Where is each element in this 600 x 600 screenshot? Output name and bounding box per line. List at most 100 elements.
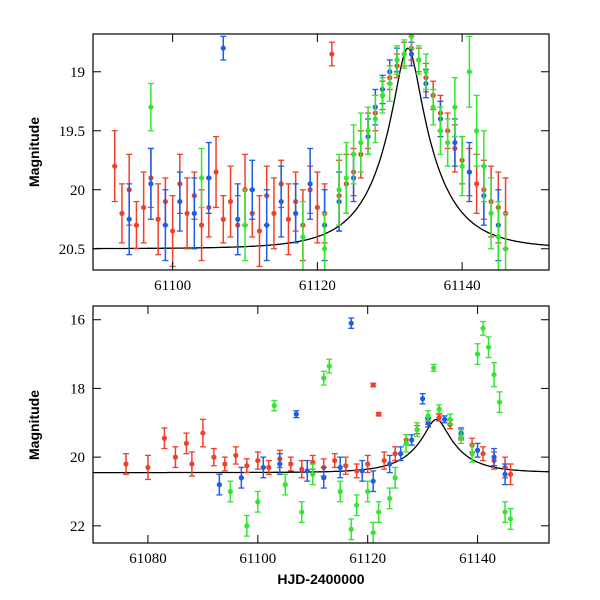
top-ytick-label: 19.5: [59, 124, 85, 140]
top-data-point: [198, 175, 205, 181]
bottom-panel: 61080 61100 61120 61140 16 18 20 22 Magnitude H…: [26, 305, 550, 587]
top-data-point: [126, 216, 132, 222]
top-data-point: [329, 51, 335, 57]
top-data-point: [416, 57, 422, 63]
top-data-point: [155, 216, 161, 222]
top-series-green: [147, 34, 509, 270]
bottom-data-point: [370, 478, 376, 484]
top-data-point: [481, 163, 487, 169]
top-ytick-label: 20.5: [59, 242, 85, 258]
top-ytick-label: 20: [70, 183, 85, 199]
top-data-point: [278, 198, 284, 205]
top-xtick-label: 61120: [299, 278, 336, 294]
top-data-point: [452, 104, 458, 110]
bottom-series-green: [227, 320, 514, 543]
bottom-data-point: [222, 461, 228, 467]
top-data-point: [322, 246, 328, 252]
top-data-point: [242, 222, 248, 228]
bottom-data-point: [293, 411, 299, 417]
top-data-point: [502, 246, 509, 252]
bottom-data-point: [337, 488, 343, 495]
top-data-point: [372, 116, 378, 122]
top-xtick-label: 61100: [154, 278, 191, 294]
bottom-data-point: [474, 447, 481, 453]
bottom-data-point: [310, 471, 316, 477]
bottom-data-point: [211, 454, 217, 460]
bottom-data-point: [507, 516, 514, 522]
top-data-point: [474, 181, 480, 187]
top-data-point: [474, 128, 480, 134]
bottom-data-point: [354, 502, 360, 508]
bottom-ylabel: Magnitude: [26, 390, 42, 460]
bottom-data-point: [485, 344, 492, 350]
bottom-data-point: [123, 461, 129, 467]
bottom-data-point: [502, 509, 508, 515]
top-data-point: [133, 222, 140, 228]
bottom-data-point: [348, 320, 354, 326]
bottom-data-point: [244, 463, 250, 469]
bottom-data-point: [431, 365, 437, 371]
top-data-point: [162, 222, 168, 228]
bottom-data-point: [321, 375, 327, 381]
top-data-point: [112, 163, 118, 169]
top-data-point: [249, 187, 255, 193]
bottom-data-point: [398, 451, 404, 457]
top-data-point: [256, 228, 263, 234]
bottom-data-point: [332, 457, 338, 464]
top-data-point: [408, 51, 415, 57]
top-data-point: [314, 204, 320, 211]
bottom-data-point: [299, 509, 305, 515]
bottom-data-point: [403, 440, 409, 446]
bottom-plot-frame: [92, 305, 550, 544]
bottom-data-point: [491, 454, 497, 460]
bottom-data-point: [183, 440, 189, 446]
top-data-point: [307, 181, 313, 187]
bottom-series-blue: [216, 317, 509, 496]
top-data-point: [408, 34, 415, 39]
bottom-data-point: [266, 464, 272, 471]
bottom-data-point: [376, 509, 382, 515]
bottom-data-point: [227, 488, 233, 495]
bottom-data-point: [189, 461, 195, 467]
bottom-data-point: [491, 372, 497, 378]
top-data-point: [466, 69, 472, 75]
bottom-data-point: [277, 461, 283, 467]
top-data-point: [235, 216, 241, 222]
bottom-data-point: [304, 468, 310, 474]
bottom-ytick-label: 20: [70, 450, 85, 466]
bottom-data-point: [436, 415, 442, 421]
top-data-point: [148, 104, 154, 110]
bottom-data-point: [376, 411, 382, 417]
bottom-ytick-label: 18: [70, 381, 85, 397]
bottom-data-point: [458, 433, 464, 440]
top-data-point: [220, 216, 226, 222]
bottom-data-point: [480, 451, 486, 457]
bottom-data-point: [502, 471, 508, 477]
top-data-point: [170, 228, 176, 234]
bottom-xtick-label: 61080: [129, 551, 167, 567]
bottom-data-point: [172, 454, 179, 460]
bottom-xtick-label: 61100: [239, 551, 276, 567]
top-data-point: [401, 51, 407, 57]
top-data-point: [445, 139, 451, 146]
top-data-point: [430, 104, 436, 110]
bottom-data-point: [474, 351, 481, 357]
bottom-data-point: [299, 466, 305, 472]
bottom-data-point: [365, 488, 371, 495]
top-data-point: [271, 210, 277, 216]
bottom-data-point: [260, 464, 266, 471]
top-data-point: [379, 92, 386, 98]
top-data-point: [350, 151, 357, 157]
top-xtick-label: 61140: [444, 278, 481, 294]
top-data-point: [452, 139, 458, 146]
bottom-data-point: [392, 451, 398, 457]
top-data-point: [148, 181, 154, 187]
top-data-point: [459, 163, 465, 169]
top-data-point: [394, 57, 400, 63]
bottom-data-point: [145, 464, 151, 471]
top-data-point: [198, 222, 205, 228]
top-data-point: [141, 204, 147, 211]
top-ylabel: Magnitude: [26, 117, 42, 187]
bottom-data-point: [425, 413, 431, 419]
